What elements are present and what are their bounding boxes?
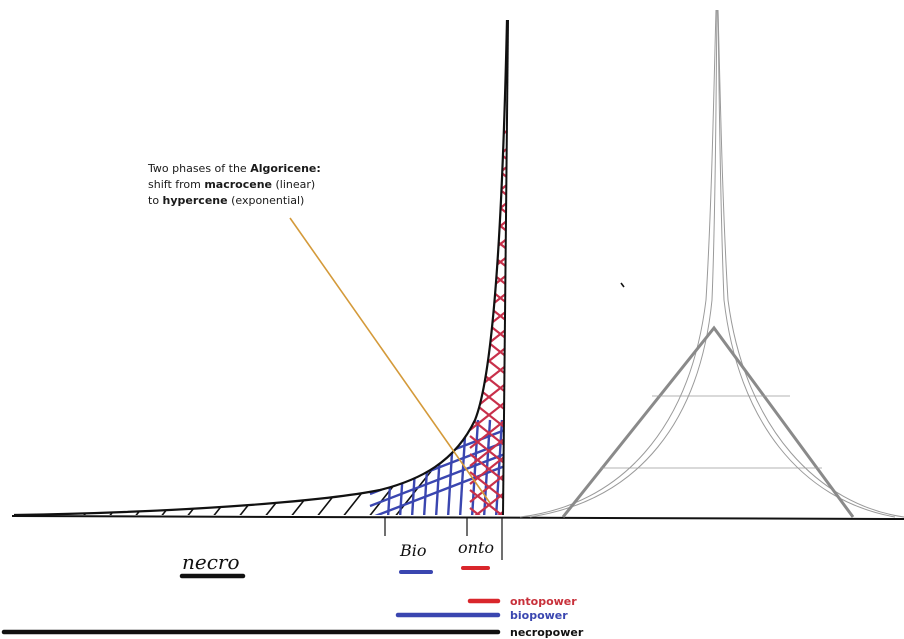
hatch-line-onto bbox=[469, 489, 507, 515]
hatch-line-onto bbox=[469, 507, 507, 515]
annotation-text: Two phases of the Algoricene: shift from… bbox=[147, 162, 324, 207]
hand-label-onto: onto bbox=[458, 538, 494, 557]
baseline-axis bbox=[11, 515, 904, 520]
hatch-line-bio bbox=[446, 419, 456, 515]
curve-vertical-edge bbox=[502, 19, 509, 516]
hatch-line-necro bbox=[29, 469, 69, 515]
hand-label-bio: Bio bbox=[399, 541, 427, 560]
hatch-line-necro bbox=[55, 469, 95, 515]
hatch-line-bio bbox=[386, 419, 396, 515]
hatch-line-bio bbox=[470, 419, 480, 515]
hatch-line-necro bbox=[81, 469, 121, 515]
hatch-line-bio bbox=[410, 419, 420, 515]
triangle-shape bbox=[561, 325, 855, 518]
legend-label-biopower: biopower bbox=[510, 609, 568, 622]
ink-speck bbox=[620, 282, 625, 288]
hatch-line-onto bbox=[469, 471, 507, 503]
hatch-line-onto bbox=[469, 417, 507, 449]
spire-shape bbox=[519, 9, 904, 518]
hatch-line-bio bbox=[422, 419, 432, 515]
annotation-pointer bbox=[289, 217, 491, 504]
necro-hatching bbox=[29, 129, 507, 515]
hand-label-necro: necro bbox=[182, 550, 240, 574]
exponential-curve bbox=[13, 19, 509, 517]
legend-label-ontopower: ontopower bbox=[510, 595, 577, 608]
hatch-line-onto bbox=[469, 435, 507, 467]
hatch-line-onto bbox=[469, 507, 507, 515]
hatch-line-onto bbox=[469, 453, 507, 485]
legend-label-necropower: necropower bbox=[510, 626, 584, 639]
